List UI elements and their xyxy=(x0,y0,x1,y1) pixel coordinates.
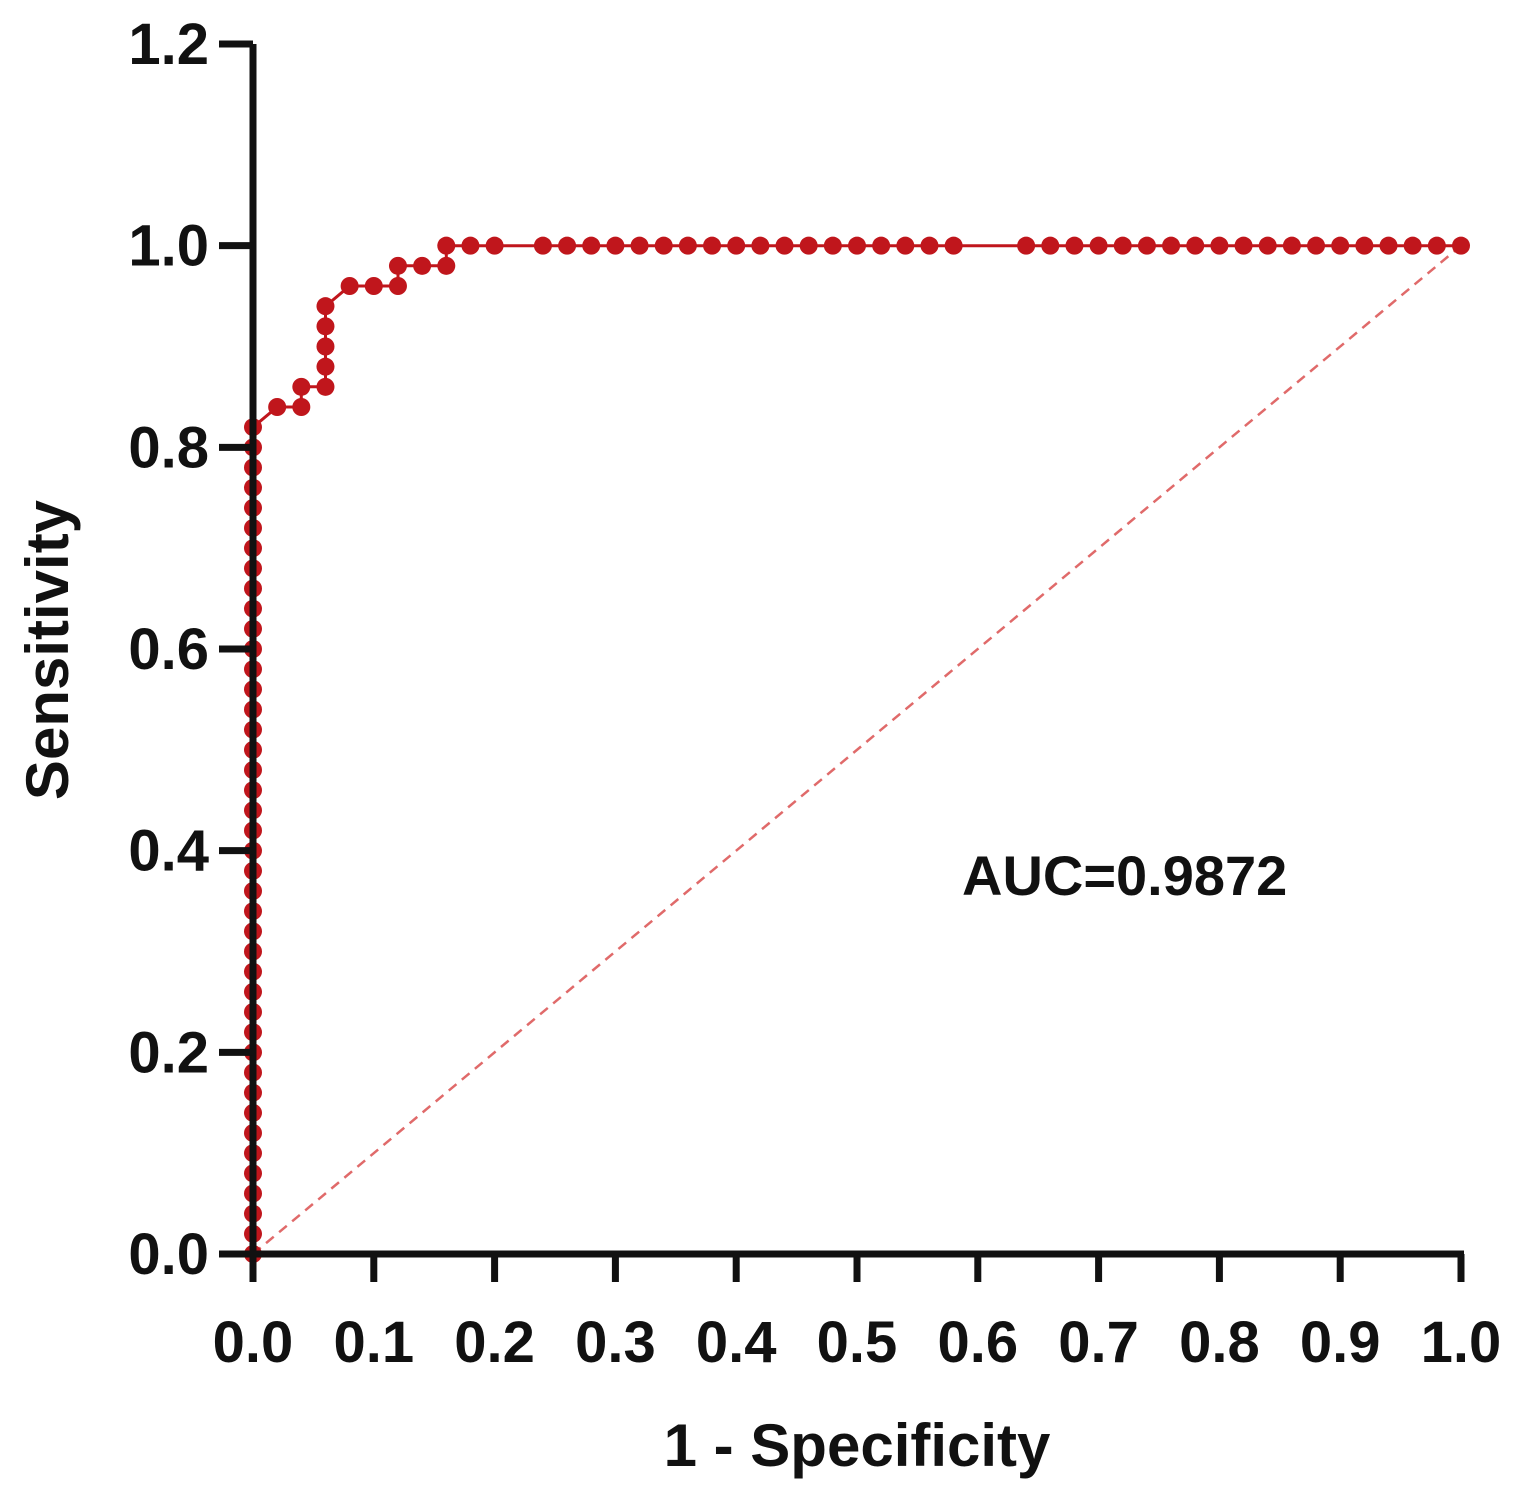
roc-point xyxy=(316,357,335,376)
roc-point xyxy=(558,236,577,255)
roc-point xyxy=(461,236,480,255)
roc-point xyxy=(316,337,335,356)
x-tick-label: 0.3 xyxy=(575,1310,656,1375)
x-tick-label: 0.6 xyxy=(937,1310,1018,1375)
x-tick-label: 1.0 xyxy=(1421,1310,1502,1375)
roc-point xyxy=(1017,236,1036,255)
roc-point xyxy=(823,236,842,255)
roc-point xyxy=(1427,236,1446,255)
y-tick-label: 0.2 xyxy=(128,1020,209,1085)
roc-point xyxy=(1379,236,1398,255)
roc-point xyxy=(848,236,866,255)
roc-point xyxy=(1065,236,1084,255)
roc-point xyxy=(703,236,722,255)
plot-area xyxy=(244,236,1470,1263)
y-tick-label: 1.2 xyxy=(128,12,209,77)
roc-point xyxy=(727,236,746,255)
roc-point xyxy=(268,398,287,416)
reference-diagonal-line xyxy=(252,244,1462,1255)
x-tick-label: 0.1 xyxy=(333,1310,414,1375)
roc-point xyxy=(1113,236,1132,255)
x-tick-label: 0.8 xyxy=(1179,1310,1260,1375)
y-tick-label: 1.0 xyxy=(128,214,209,279)
roc-point xyxy=(920,236,939,255)
roc-point xyxy=(1282,236,1301,255)
roc-point xyxy=(1331,236,1350,255)
roc-point xyxy=(1258,236,1277,255)
axes: 0.0 0.2 0.4 0.6 0.8 1.0 1.2 0.0 0.1 0.2 0.3 0.4 0.5 0… xyxy=(128,12,1501,1375)
roc-point xyxy=(1355,236,1374,255)
y-tick-label: 0.8 xyxy=(128,415,209,480)
roc-point xyxy=(413,256,432,275)
roc-point xyxy=(340,277,359,295)
roc-point xyxy=(872,236,891,255)
x-tick-label: 0.7 xyxy=(1058,1310,1139,1375)
roc-point xyxy=(388,256,407,275)
roc-point xyxy=(1234,236,1253,255)
roc-point xyxy=(437,236,456,255)
roc-point xyxy=(944,236,963,255)
roc-point xyxy=(799,236,818,255)
roc-point xyxy=(1307,236,1326,255)
roc-point xyxy=(1210,236,1229,255)
roc-point xyxy=(437,256,456,275)
roc-point xyxy=(775,236,794,255)
roc-point xyxy=(751,236,770,255)
roc-point xyxy=(388,277,407,295)
x-axis-title: 1 - Specificity xyxy=(664,1412,1051,1479)
roc-point xyxy=(896,236,915,255)
roc-point xyxy=(292,377,311,396)
roc-point xyxy=(485,236,504,255)
roc-point xyxy=(1162,236,1181,255)
roc-point xyxy=(678,236,697,255)
roc-point xyxy=(364,277,383,295)
x-tick-label: 0.0 xyxy=(213,1310,294,1375)
auc-annotation: AUC=0.9872 xyxy=(962,844,1287,907)
roc-point xyxy=(1137,236,1156,255)
y-axis-title: Sensitivity xyxy=(14,499,81,800)
y-tick-label: 0.4 xyxy=(128,819,209,884)
roc-point xyxy=(533,236,552,255)
y-tick-label: 0.0 xyxy=(128,1222,209,1287)
roc-point xyxy=(582,236,601,255)
roc-point xyxy=(606,236,625,255)
roc-point xyxy=(1186,236,1205,255)
roc-point xyxy=(630,236,649,255)
roc-point xyxy=(1452,236,1470,255)
x-tick-label: 0.2 xyxy=(454,1310,535,1375)
x-tick-label: 0.4 xyxy=(696,1310,777,1375)
x-tick-label: 0.5 xyxy=(817,1310,898,1375)
roc-point xyxy=(316,377,335,396)
roc-point xyxy=(654,236,673,255)
roc-point xyxy=(316,297,335,316)
roc-point xyxy=(1403,236,1422,255)
roc-point xyxy=(316,317,335,336)
y-tick-label: 0.6 xyxy=(128,617,209,682)
roc-point xyxy=(292,398,311,416)
roc-point xyxy=(1089,236,1108,255)
x-tick-label: 0.9 xyxy=(1300,1310,1381,1375)
roc-point xyxy=(1041,236,1060,255)
